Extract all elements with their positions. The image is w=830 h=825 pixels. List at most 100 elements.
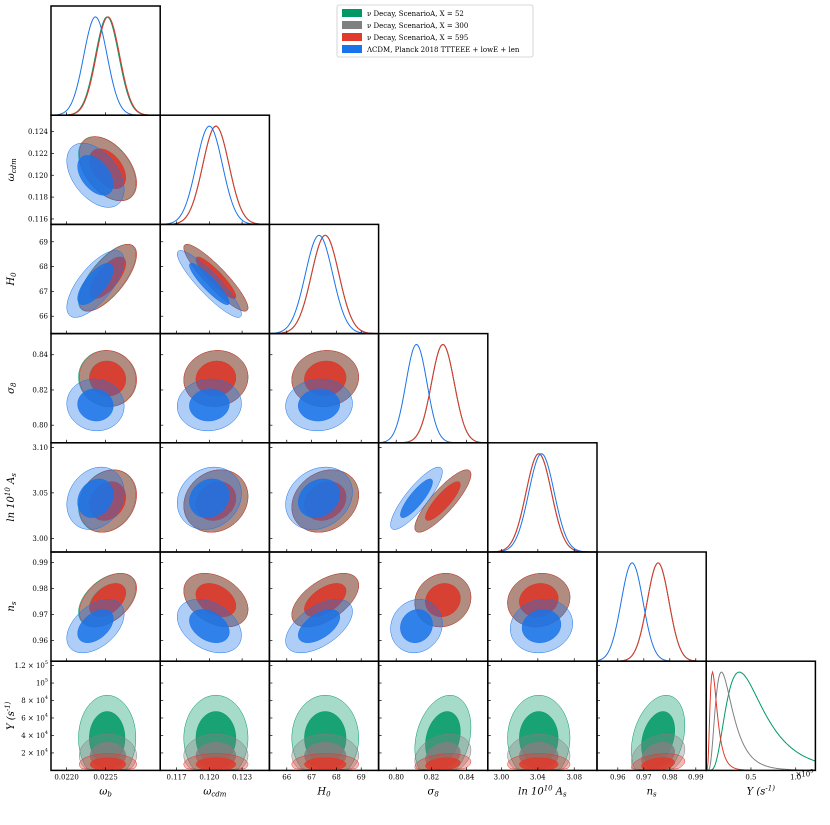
- marginal-ns-series-2: [597, 562, 707, 662]
- x-tick-label-omega_cdm-1: 0.120: [199, 773, 219, 781]
- contour-omega_b-H0-series-3-68: [77, 262, 114, 305]
- panel-H0-Y: [268, 660, 380, 772]
- panel-ln10As-ns: [487, 551, 598, 662]
- x-axis-label-ln10As: ln 1010​ As​: [518, 784, 567, 798]
- marginal-ln10As-series-1: [487, 453, 597, 552]
- marginal-omega_cdm-series-2: [160, 125, 270, 225]
- contour-H0-sigma8-series-2-68: [304, 360, 347, 397]
- marginal-omega_b-series-0: [51, 16, 161, 116]
- y-tick-label-ns-3: 0.99: [32, 559, 48, 567]
- x-axis-label-sigma8: σ8​: [428, 786, 440, 798]
- panel-H0-sigma8: [268, 332, 380, 444]
- panel-ns-ns: [596, 551, 707, 662]
- x-tick-label-ns-0: 0.96: [610, 773, 626, 781]
- contour-H0-sigma8-series-3-68: [298, 388, 341, 422]
- y-tick-label-sigma8-0: 0.80: [32, 422, 48, 430]
- panel-omega_cdm-Y: [159, 660, 271, 772]
- x-tick-label-ln10As-0: 3.00: [494, 773, 510, 781]
- legend-label-1: ν Decay, ScenarioA, X = 300: [367, 22, 468, 30]
- contour-omega_b-Y-series-2-68: [89, 757, 126, 770]
- y-tick-label-H0-3: 69: [39, 238, 48, 246]
- x-tick-label-omega_b-1: 0.0225: [93, 773, 118, 781]
- y-tick-label-sigma8-2: 0.84: [32, 351, 48, 359]
- contour-omega_cdm-Y-series-2-68: [195, 757, 237, 770]
- y-axis-label-Y: Y (s-1)​: [4, 701, 17, 730]
- marginal-sigma8-series-0: [378, 344, 488, 443]
- x-axis-label-H0: H0​: [316, 786, 331, 798]
- marginal-H0-series-0: [269, 234, 379, 334]
- x-tick-label-ns-2: 0.98: [662, 773, 678, 781]
- marginal-sigma8-series-3: [378, 344, 488, 443]
- marginal-H0-series-3: [269, 234, 379, 334]
- contour-omega_cdm-H0-series-3-68: [189, 262, 230, 305]
- panel-frame: [705, 660, 817, 772]
- legend-label-0: ν Decay, ScenarioA, X = 52: [367, 10, 464, 18]
- x-axis-label-omega_b: ωb​: [99, 786, 112, 798]
- y-tick-label-H0-0: 66: [39, 313, 48, 321]
- x-axis-label-Y: Y (s-1)​: [747, 784, 776, 797]
- panel-omega_b-omega_b: [50, 5, 161, 116]
- contour-omega_cdm-ns-series-2-68: [195, 583, 237, 617]
- contour-omega_b-sigma8-series-2-68: [89, 360, 126, 397]
- x-tick-label-ln10As-2: 3.08: [566, 773, 582, 781]
- contour-ln10As-Y-series-2-68: [519, 757, 559, 770]
- y-tick-label-Y-2: 6 × 104​: [21, 712, 48, 722]
- y-tick-label-ln10As-2: 3.10: [32, 444, 48, 452]
- marginal-ln10As-series-3: [487, 453, 597, 552]
- y-axis-label-omega_cdm: ωcdm​: [6, 158, 18, 182]
- panel-H0-ns: [268, 551, 380, 662]
- panel-frame: [377, 332, 489, 444]
- x-tick-label-sigma8-1: 0.82: [424, 773, 440, 781]
- contour-sigma8-ln10As-series-3-68: [400, 478, 433, 518]
- panel-Y-Y: [705, 660, 817, 772]
- marginal-omega_b-series-2: [51, 16, 161, 116]
- x-tick-label-Y-1: 1.0: [790, 773, 801, 781]
- marginal-ln10As-series-0: [487, 453, 597, 552]
- y-tick-label-omega_cdm-0: 0.116: [28, 215, 49, 223]
- y-tick-label-Y-0: 2 × 104​: [21, 747, 48, 757]
- y-tick-label-Y-5: 1.2 × 105​: [15, 660, 48, 670]
- y-axis-label-ln10As: ln 1010​ As​: [4, 473, 18, 522]
- marginal-Y-series-1: [706, 671, 816, 771]
- panel-omega_b-H0: [50, 223, 161, 335]
- y-tick-label-omega_cdm-2: 0.120: [28, 172, 48, 180]
- y-tick-label-ln10As-0: 3.00: [32, 535, 48, 543]
- panel-frame: [50, 5, 161, 116]
- marginal-omega_b-series-3: [51, 16, 161, 116]
- panel-ln10As-Y: [487, 660, 598, 772]
- marginal-omega_cdm-series-3: [160, 125, 270, 225]
- y-tick-label-omega_cdm-3: 0.122: [28, 150, 48, 158]
- y-tick-label-ns-1: 0.97: [32, 611, 48, 619]
- contour-sigma8-ln10As-series-2-68: [425, 481, 461, 521]
- panel-H0-H0: [268, 223, 380, 335]
- panel-sigma8-sigma8: [377, 332, 489, 444]
- panel-sigma8-Y: [377, 660, 489, 772]
- panel-H0-ln10As: [268, 442, 380, 553]
- x-axis-label-ns: ns​: [647, 786, 657, 798]
- legend-swatch-0: [342, 9, 362, 17]
- marginal-H0-series-1: [269, 234, 379, 334]
- contour-omega_cdm-ln10As-series-3-68: [189, 478, 230, 518]
- x-tick-label-ln10As-1: 3.04: [530, 773, 546, 781]
- y-axis-label-ns: ns​: [6, 601, 18, 611]
- y-tick-label-omega_cdm-1: 0.118: [28, 194, 48, 202]
- y-tick-label-Y-4: 105​: [36, 678, 48, 688]
- marginal-sigma8-series-1: [378, 344, 488, 443]
- panel-frame: [487, 442, 598, 553]
- contour-H0-Y-series-2-68: [304, 757, 347, 770]
- y-tick-label-ns-2: 0.98: [32, 585, 48, 593]
- panel-sigma8-ln10As: [377, 442, 489, 553]
- x-tick-label-Y-0: 0.5: [745, 773, 756, 781]
- y-tick-label-H0-2: 68: [39, 263, 48, 271]
- x-tick-label-sigma8-0: 0.80: [388, 773, 404, 781]
- x-tick-label-H0-3: 69: [357, 773, 366, 781]
- panel-omega_b-ns: [50, 551, 161, 662]
- legend: ν Decay, ScenarioA, X = 52 ν Decay, Scena…: [336, 4, 534, 58]
- legend-label-2: ν Decay, ScenarioA, X = 595: [367, 34, 468, 42]
- y-tick-label-ns-0: 0.96: [32, 637, 48, 645]
- panel-omega_b-ln10As: [50, 442, 161, 553]
- y-tick-label-Y-1: 4 × 104​: [21, 730, 48, 740]
- contour-H0-ns-series-2-68: [304, 583, 347, 617]
- x-tick-label-omega_cdm-2: 0.123: [232, 773, 252, 781]
- contour-sigma8-ns-series-3-68: [400, 609, 433, 643]
